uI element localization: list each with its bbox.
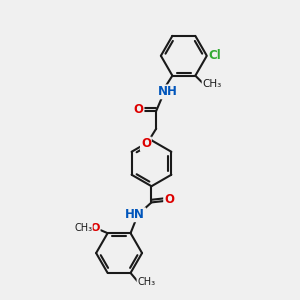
Text: CH₃: CH₃ [137, 277, 155, 287]
Text: CH₃: CH₃ [202, 79, 221, 89]
Text: O: O [164, 193, 174, 206]
Text: Cl: Cl [209, 49, 221, 62]
Text: CH₃: CH₃ [74, 223, 92, 233]
Text: HN: HN [125, 208, 145, 221]
Text: O: O [134, 103, 143, 116]
Text: O: O [90, 223, 100, 233]
Text: O: O [141, 137, 151, 151]
Text: NH: NH [158, 85, 177, 98]
